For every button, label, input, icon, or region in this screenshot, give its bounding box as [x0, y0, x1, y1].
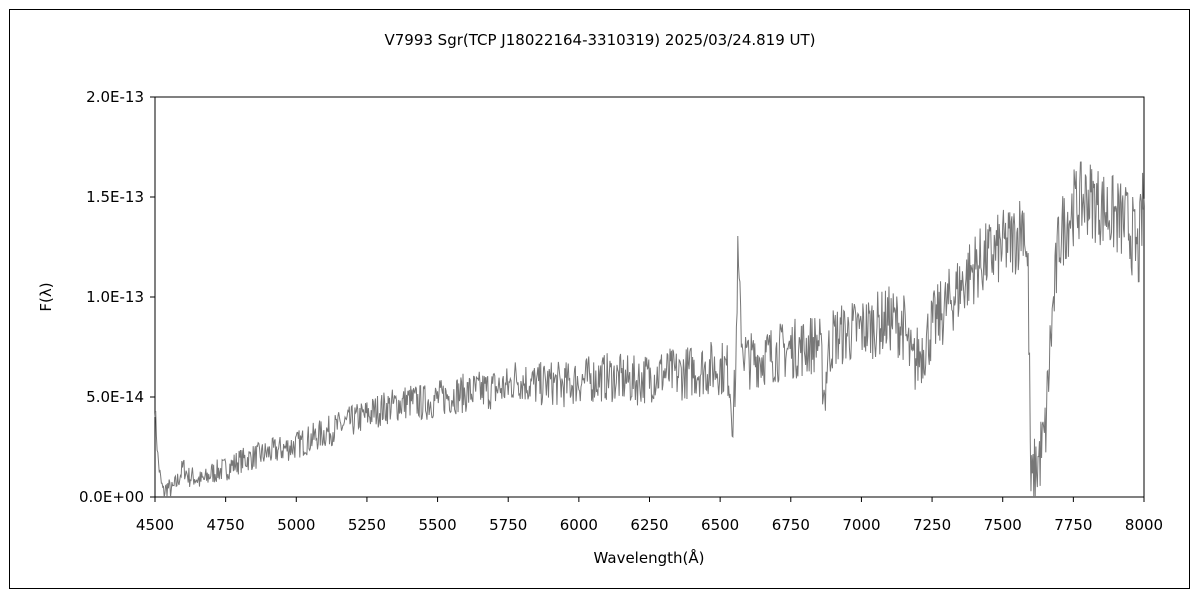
x-tick-label: 7000 [842, 516, 880, 534]
y-tick-label: 1.0E-13 [86, 288, 144, 306]
x-tick-label: 5500 [418, 516, 456, 534]
y-tick-label: 2.0E-13 [86, 88, 144, 106]
x-tick-label: 5000 [277, 516, 315, 534]
y-tick-label: 5.0E-14 [86, 388, 144, 406]
x-tick-label: 7750 [1054, 516, 1092, 534]
y-axis-title: F(λ) [37, 282, 55, 311]
plot-area [154, 96, 1145, 498]
x-tick-label: 6750 [772, 516, 810, 534]
x-tick-label: 4750 [207, 516, 245, 534]
y-tick-label: 1.5E-13 [86, 188, 144, 206]
x-tick-label: 7500 [984, 516, 1022, 534]
spectrum-series-line [154, 161, 1145, 498]
x-tick-label: 7250 [913, 516, 951, 534]
chart-title: V7993 Sgr(TCP J18022164-3310319) 2025/03… [384, 31, 815, 49]
x-tick-label: 6500 [701, 516, 739, 534]
x-tick-label: 5250 [348, 516, 386, 534]
x-axis-title: Wavelength(Å) [594, 548, 705, 567]
x-tick-label: 6250 [630, 516, 668, 534]
x-tick-label: 4500 [136, 516, 174, 534]
x-tick-label: 6000 [560, 516, 598, 534]
x-axis-ticks: 4500 4750 5000 5250 5500 5750 6000 6250 6500 6750… [136, 497, 1163, 534]
x-tick-label: 5750 [489, 516, 527, 534]
y-axis-ticks: 0.0E+00 5.0E-14 1.0E-13 1.5E-13 2.0E-13 [79, 88, 155, 506]
x-tick-label: 8000 [1125, 516, 1163, 534]
y-tick-label: 0.0E+00 [79, 488, 144, 506]
